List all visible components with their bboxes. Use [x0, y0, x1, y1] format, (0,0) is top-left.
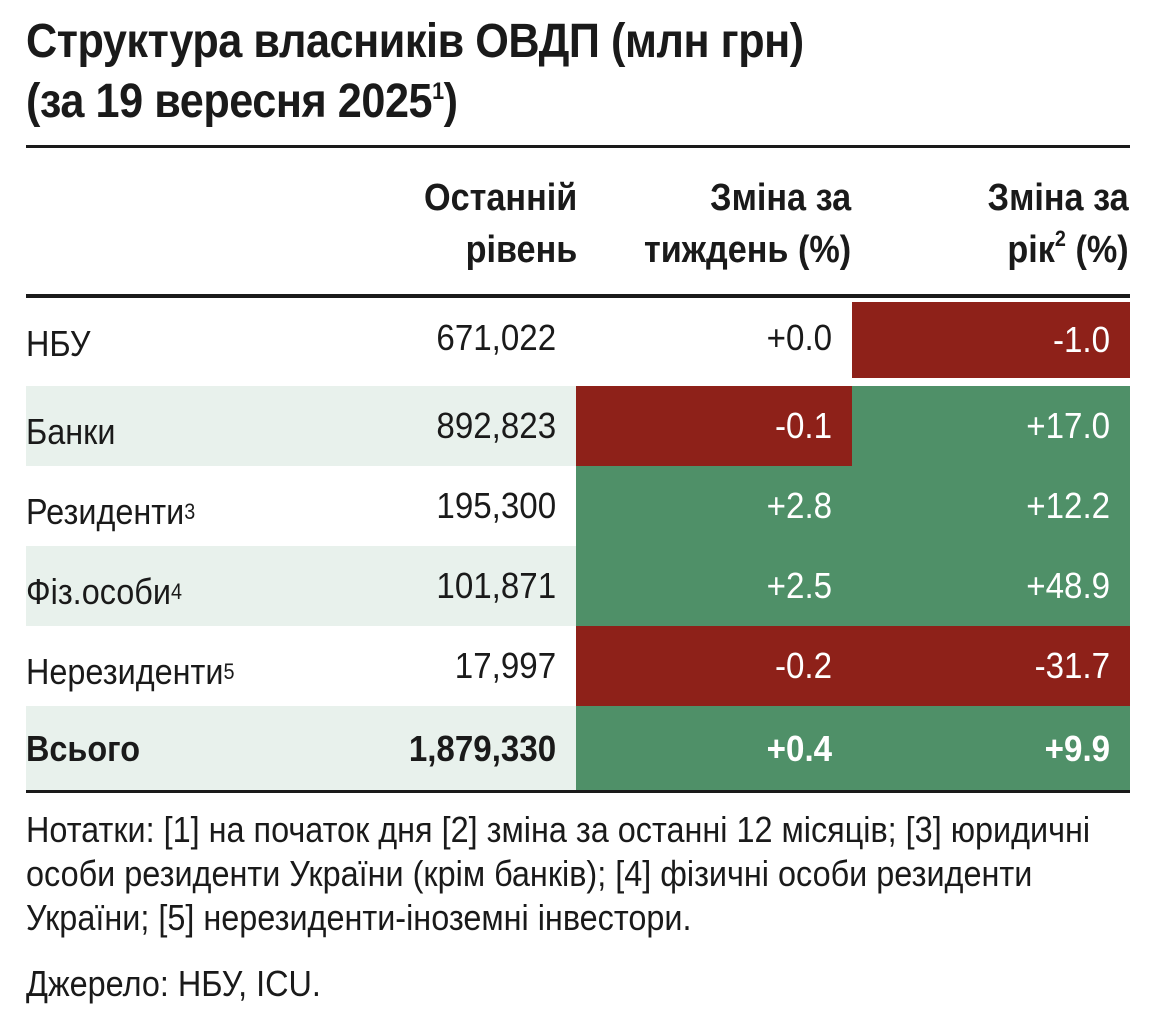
header-year-change: Зміна за рік2 (%) — [988, 172, 1129, 276]
header-year-line-1: Зміна за — [988, 177, 1129, 219]
header-year-line-2-pre: рік — [1007, 229, 1056, 271]
table-row: Банки 892,823 -0.1 +17.0 — [26, 386, 1130, 466]
year-change-cell: +17.0 — [852, 386, 1130, 466]
title-line-2: (за 19 вересня 2025 — [26, 75, 433, 128]
title-line-2-end: ) — [443, 75, 458, 128]
row-label: Всього — [26, 728, 140, 769]
footnotes: Нотатки: [1] на початок дня [2] зміна за… — [26, 809, 1091, 938]
week-change-cell: +0.4 — [576, 706, 852, 792]
header-week-line-2: тиждень (%) — [643, 229, 851, 271]
header-rule — [26, 294, 1130, 298]
header-week-change: Зміна за тиждень (%) — [644, 172, 851, 276]
title-line-1: Структура власників ОВДП (млн грн) — [26, 15, 804, 68]
year-change-cell: +9.9 — [852, 706, 1130, 792]
header-level-line-1: Останній — [423, 177, 577, 219]
table-row: Фіз.особи 4 101,871 +2.5 +48.9 — [26, 546, 1130, 626]
level-cell: 892,823 — [436, 405, 556, 446]
year-change-cell: +12.2 — [852, 466, 1130, 546]
header-level-line-2: рівень — [465, 229, 577, 271]
level-cell: 101,871 — [436, 565, 556, 606]
row-label: Нерезиденти 5 — [26, 651, 235, 692]
row-label: Фіз.особи 4 — [26, 571, 182, 612]
header-year-footnote-marker: 2 — [1055, 226, 1067, 251]
year-change-cell: -1.0 — [852, 302, 1130, 378]
table-title: Структура власників ОВДП (млн грн) (за 1… — [26, 12, 804, 132]
level-cell: 17,997 — [454, 645, 556, 686]
week-change-cell: +0.0 — [766, 317, 832, 358]
row-label: Банки — [26, 411, 116, 452]
table-row: Резиденти 3 195,300 +2.8 +12.2 — [26, 466, 1130, 546]
week-change-cell: +2.8 — [576, 466, 852, 546]
week-change-cell: -0.1 — [576, 386, 852, 466]
year-change-cell: +48.9 — [852, 546, 1130, 626]
top-rule — [26, 145, 1130, 148]
bottom-rule — [26, 790, 1130, 793]
row-label: Резиденти 3 — [26, 491, 196, 532]
title-footnote-marker: 1 — [432, 78, 444, 105]
source-line: Джерело: НБУ, ICU. — [26, 963, 321, 1004]
header-week-line-1: Зміна за — [710, 177, 851, 219]
level-cell: 195,300 — [436, 485, 556, 526]
table-row: НБУ 671,022 +0.0 -1.0 — [26, 298, 1130, 378]
level-cell: 1,879,330 — [408, 728, 556, 769]
table-row: Нерезиденти 5 17,997 -0.2 -31.7 — [26, 626, 1130, 706]
year-change-cell: -31.7 — [852, 626, 1130, 706]
level-cell: 671,022 — [436, 317, 556, 358]
week-change-cell: +2.5 — [576, 546, 852, 626]
header-year-line-2-post: (%) — [1066, 229, 1129, 271]
row-label: НБУ — [26, 323, 91, 364]
total-row: Всього 1,879,330 +0.4 +9.9 — [26, 706, 1130, 792]
header-level: Останній рівень — [424, 172, 577, 276]
holders-table: НБУ 671,022 +0.0 -1.0 Банки 892,823 -0.1… — [26, 298, 1130, 792]
week-change-cell: -0.2 — [576, 626, 852, 706]
